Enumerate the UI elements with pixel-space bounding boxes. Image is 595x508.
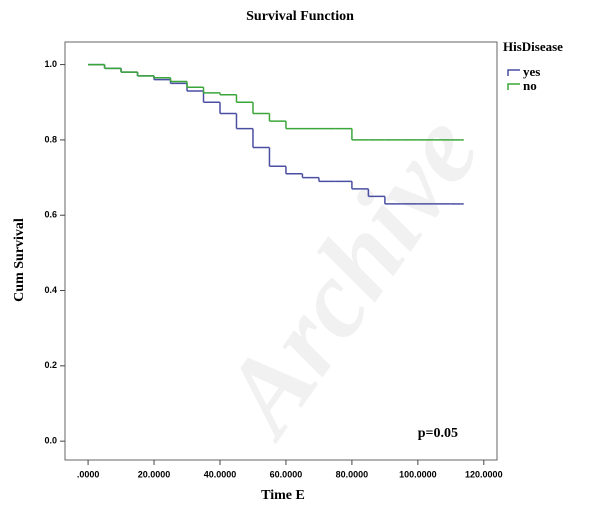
legend-title: HisDisease <box>503 39 563 54</box>
x-tick-label: 20.0000 <box>138 469 171 479</box>
x-tick-label: 80.0000 <box>336 469 369 479</box>
annotation: p=0.05 <box>418 426 458 441</box>
legend-swatch <box>507 69 520 76</box>
x-axis-label: Time E <box>261 488 305 503</box>
chart-title: Survival Function <box>246 9 354 24</box>
y-tick-label: 0.2 <box>44 360 57 370</box>
plot-area <box>64 41 498 461</box>
y-tick-label: 0.4 <box>44 285 57 295</box>
legend-swatch <box>507 83 520 90</box>
x-tick-label: 120.0000 <box>465 469 503 479</box>
y-tick-label: 0.8 <box>44 134 57 144</box>
x-tick-label: 40.0000 <box>204 469 237 479</box>
y-axis-label: Cum Survival <box>12 218 27 302</box>
y-tick-label: 1.0 <box>44 59 57 69</box>
x-tick-label: .0000 <box>77 469 100 479</box>
legend-label: yes <box>523 64 540 79</box>
y-tick-label: 0.6 <box>44 210 57 220</box>
legend-label: no <box>523 78 537 93</box>
x-tick-label: 60.0000 <box>270 469 303 479</box>
y-tick-label: 0.0 <box>44 436 57 446</box>
x-tick-label: 100.0000 <box>399 469 437 479</box>
